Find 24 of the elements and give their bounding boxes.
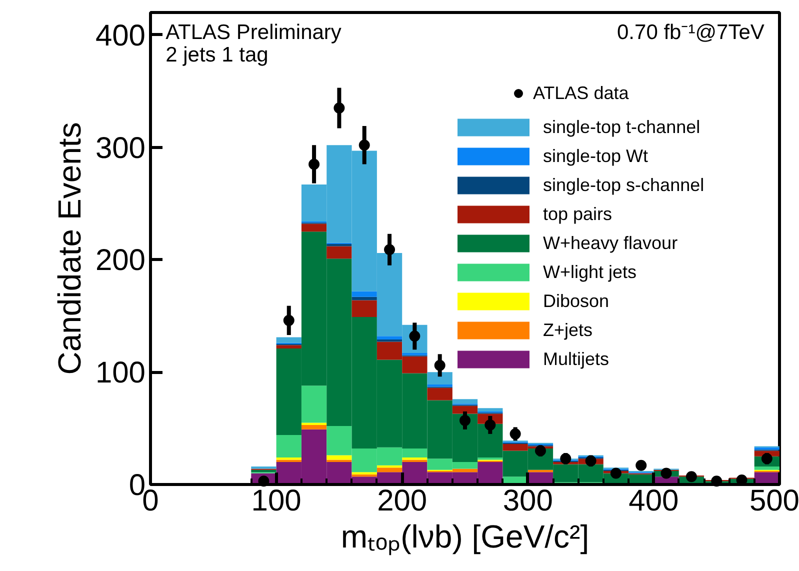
- legend-label: Multijets: [543, 348, 610, 370]
- legend-label: ATLAS data: [533, 82, 629, 104]
- x-axis-title: mₜₒₚ(lνb) [GeV/c²]: [340, 518, 590, 556]
- x-tick-label: 200: [377, 484, 428, 518]
- legend-label: Diboson: [543, 290, 610, 312]
- annotation: 0.70 fb⁻¹@7TeV: [617, 21, 764, 44]
- x-tick-label: 100: [251, 484, 302, 518]
- y-axis-title: Candidate Events: [51, 122, 88, 375]
- x-tick-label: 300: [502, 484, 553, 518]
- legend-label: W+heavy flavour: [543, 232, 678, 254]
- x-tick-label: 500: [749, 484, 799, 518]
- legend-label: single-top Wt: [543, 146, 648, 166]
- annotation: 2 jets 1 tag: [166, 44, 268, 67]
- legend-label: top pairs: [543, 204, 612, 224]
- legend-label: single-top s-channel: [543, 174, 704, 196]
- y-tick-label: 300: [95, 132, 146, 165]
- y-tick-label: 400: [95, 19, 146, 52]
- annotation: ATLAS Preliminary: [166, 21, 342, 44]
- legend-label: single-top t-channel: [543, 116, 700, 138]
- legend-label: W+light jets: [543, 262, 637, 282]
- y-tick-label: 200: [95, 244, 146, 278]
- legend-label: Z+jets: [543, 320, 593, 340]
- y-tick-label: 100: [95, 356, 146, 390]
- x-tick-label: 400: [628, 484, 679, 518]
